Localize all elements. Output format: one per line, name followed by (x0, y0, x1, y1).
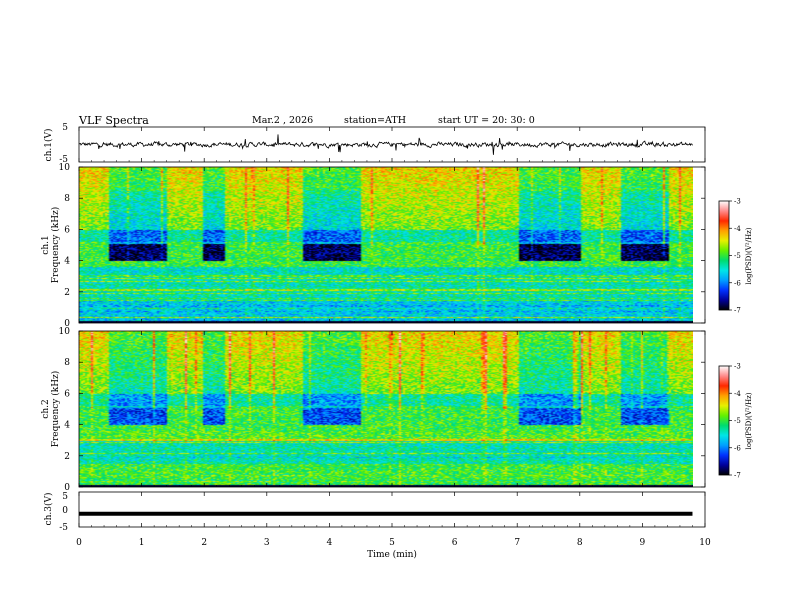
ch1-colorbar-tick-label: -5 (734, 252, 741, 260)
ch1-waveform-trace (78, 134, 693, 155)
ch2-spec-ylabel-frequency: Frequency (kHz) (50, 371, 61, 448)
time-tick-label: 8 (577, 538, 583, 548)
ch2-spec-ytick-label: 10 (59, 327, 71, 337)
time-tick-label: 5 (389, 538, 395, 548)
ch2-spec-ytick-label: 6 (64, 389, 70, 399)
ch1-colorbar-tick-label: -6 (734, 279, 741, 287)
ch1-waveform-ylabel: ch.1(V) (43, 129, 54, 162)
ch1-spec-ylabel-line2: Frequency (kHz) (50, 207, 61, 284)
ch1-colorbar: -3 -4 -5 -6 -7 log(PSD)(V²/Hz) (718, 198, 753, 315)
ch3-ytick-0: 0 (62, 506, 68, 516)
ch2-colorbar-tick-label: -5 (734, 417, 741, 425)
ch3-waveform-ylabel: ch.3(V) (43, 493, 54, 526)
ch1-ytick-m5: -5 (59, 155, 68, 165)
ch3-waveform-frame (78, 491, 706, 528)
ch1-spec-ytick-label: 10 (59, 163, 71, 173)
ch1-spec-ylabel-frequency: Frequency (kHz) (50, 207, 61, 284)
ch2-colorbar-tick-label: -7 (734, 472, 741, 480)
time-axis: 0 1 2 3 4 5 6 7 8 9 10 (76, 127, 711, 548)
station-label: station=ATH (344, 115, 406, 126)
ch2-spec-ytick-label: 0 (64, 483, 70, 493)
time-tick-label: 0 (76, 538, 82, 548)
ch2-spec-ylabel-channel: ch.2 (41, 399, 51, 418)
time-tick-label: 6 (452, 538, 458, 548)
ch1-spec-ytick-label: 4 (64, 257, 70, 267)
time-tick-label: 3 (264, 538, 270, 548)
ch1-spec-ylabel-line1: ch.1 (41, 235, 51, 254)
ch2-spec-ylabel-line1: ch.2 (41, 399, 51, 418)
ch1-spec-ytick-label: 8 (64, 194, 70, 204)
ch3-waveform-panel: 5 0 -5 ch.3(V) (43, 491, 706, 533)
ch2-spec-ylabel-line2: Frequency (kHz) (50, 371, 61, 448)
ch2-spectrogram-panel: 0 2 4 6 8 10 ch.2 Frequency (kHz) (41, 327, 706, 493)
ch2-colorbar-label: log(PSD)(V²/Hz) (745, 392, 753, 449)
ch1-colorbar-tick-label: -7 (734, 307, 741, 315)
ch2-colorbar-tick-label: -4 (734, 390, 741, 398)
time-tick-label: 9 (640, 538, 646, 548)
ch1-spec-ylabel-channel: ch.1 (41, 235, 51, 254)
ch1-colorbar-tick-label: -3 (734, 198, 741, 206)
ch3-ytick-m5: -5 (59, 523, 68, 533)
ch1-colorbar-label: log(PSD)(V²/Hz) (745, 227, 753, 284)
time-tick-label: 2 (201, 538, 207, 548)
time-tick-label: 4 (327, 538, 333, 548)
ch1-spec-ytick-label: 2 (64, 288, 70, 298)
ch3-ytick-5: 5 (62, 492, 68, 502)
time-axis-label: Time (min) (367, 549, 417, 560)
time-tick-label: 1 (139, 538, 145, 548)
ch2-spec-ytick-label: 4 (64, 421, 70, 431)
figure-title: VLF Spectra (78, 114, 149, 127)
ch2-colorbar-tick-label: -3 (734, 363, 741, 371)
time-tick-label: 7 (514, 538, 520, 548)
ch1-spectrogram-panel: 0 2 4 6 8 10 ch.1 Frequency (kHz) (41, 163, 706, 329)
ch2-colorbar-tick-label: -6 (734, 444, 741, 452)
ch1-spec-ytick-label: 0 (64, 319, 70, 329)
ch2-spec-ytick-label: 8 (64, 358, 70, 368)
time-tick-label: 10 (699, 538, 711, 548)
ch1-waveform-panel: 5 -5 ch.1(V) (43, 123, 706, 165)
ch2-spectrogram-image (79, 331, 693, 487)
ch1-colorbar-gradient (719, 201, 729, 310)
ch2-colorbar-gradient (719, 366, 729, 475)
ch1-spectrogram-image (79, 167, 693, 323)
ch2-spec-ytick-label: 2 (64, 452, 70, 462)
date-label: Mar.2 , 2026 (252, 115, 313, 126)
ch2-colorbar: -3 -4 -5 -6 -7 log(PSD)(V²/Hz) (718, 363, 753, 480)
start-ut-label: start UT = 20: 30: 0 (438, 115, 535, 126)
ch1-spec-ytick-label: 6 (64, 225, 70, 235)
ch1-ytick-5: 5 (62, 123, 68, 133)
ch1-colorbar-tick-label: -4 (734, 225, 741, 233)
